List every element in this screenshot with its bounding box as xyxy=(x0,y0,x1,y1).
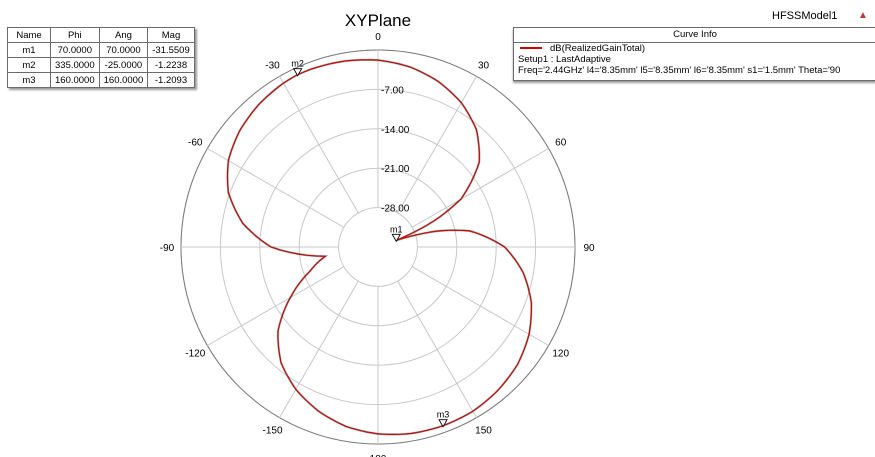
series-line xyxy=(226,59,532,435)
curve-info-setup: Setup1 : LastAdaptive xyxy=(518,54,611,65)
grid-spoke xyxy=(279,280,359,418)
marker-name-cell: m2 xyxy=(7,57,51,73)
radial-tick-label: -7.00 xyxy=(381,85,404,96)
marker-table-header: Phi xyxy=(50,27,100,43)
angle-tick-label: 120 xyxy=(552,349,569,360)
marker-label: m2 xyxy=(291,59,304,69)
grid-spoke xyxy=(411,148,549,228)
grid-spoke xyxy=(411,266,549,346)
marker-triangle xyxy=(438,419,448,428)
marker-ang-cell: 160.0000 xyxy=(98,72,149,88)
grid-ring xyxy=(338,207,418,287)
angle-tick-label: -30 xyxy=(265,60,280,71)
marker-phi-cell: 335.0000 xyxy=(50,57,100,73)
marker-table-header-row: Name Phi Ang Mag xyxy=(7,27,195,43)
hfss-logo-icon: ▲ xyxy=(858,10,868,21)
model-name: HFSSModel1 xyxy=(772,10,838,22)
angle-tick-label: -60 xyxy=(188,138,203,149)
angle-tick-label: 60 xyxy=(555,138,567,149)
legend-label: dB(RealizedGainTotal) xyxy=(550,43,646,54)
marker-ang-cell: -25.0000 xyxy=(98,57,149,73)
grid-spoke xyxy=(279,76,359,214)
polar-grid: 0 30 60 90 120 150 180 -150 -120 -90 -60 -30 -7.00 -1… xyxy=(160,32,595,457)
angle-tick-label: 180 xyxy=(370,454,387,457)
marker-table-header: Name xyxy=(7,27,51,43)
series-layer xyxy=(226,58,533,436)
radial-tick-label: -28.00 xyxy=(381,204,410,215)
marker-table-header: Ang xyxy=(98,27,149,43)
curve-info-panel: Curve Info dB(RealizedGainTotal) Setup1 … xyxy=(513,27,875,81)
angle-tick-label: 90 xyxy=(583,243,595,254)
marker-table-row: m3 160.0000 160.0000 -1.2093 xyxy=(7,72,195,88)
marker-label: m1 xyxy=(390,224,403,234)
angle-tick-label: -150 xyxy=(262,426,282,437)
grid-spoke xyxy=(397,76,477,214)
marker-triangle xyxy=(292,68,303,77)
grid-spoke xyxy=(207,266,345,346)
marker-ang-cell: 70.0000 xyxy=(98,42,149,58)
marker-phi-cell: 70.0000 xyxy=(50,42,100,58)
marker-triangle xyxy=(391,233,402,243)
marker-layer: m1 m2 m3 xyxy=(291,59,450,428)
grid-spoke xyxy=(397,280,477,418)
marker-table-row: m2 335.0000 -25.0000 -1.2238 xyxy=(7,57,195,73)
marker-mag-cell: -1.2093 xyxy=(147,72,195,88)
marker-name-cell: m1 xyxy=(7,42,51,58)
marker-table-header: Mag xyxy=(147,27,195,43)
marker-label: m3 xyxy=(437,410,450,420)
curve-info-header: Curve Info xyxy=(514,28,875,43)
marker-mag-cell: -1.2238 xyxy=(147,57,195,73)
angle-tick-label: 0 xyxy=(375,32,381,43)
marker-mag-cell: -31.5509 xyxy=(147,42,195,58)
angle-tick-label: 30 xyxy=(478,60,490,71)
angle-tick-label: 150 xyxy=(475,426,492,437)
marker-table-row: m1 70.0000 70.0000 -31.5509 xyxy=(7,42,195,58)
curve-info-legend-row: dB(RealizedGainTotal) xyxy=(514,43,875,54)
grid-spoke xyxy=(207,148,345,228)
marker-name-cell: m3 xyxy=(7,72,51,88)
marker-phi-cell: 160.0000 xyxy=(50,72,100,88)
marker-table: Name Phi Ang Mag m1 70.0000 70.0000 -31.… xyxy=(7,27,195,88)
radial-tick-label: -14.00 xyxy=(381,125,410,136)
angle-tick-label: -120 xyxy=(185,349,205,360)
legend-line-swatch xyxy=(520,47,542,50)
radial-tick-label: -21.00 xyxy=(381,164,410,175)
angle-tick-label: -90 xyxy=(160,243,175,254)
chart-title: XYPlane xyxy=(345,11,411,30)
curve-info-params: Freq='2.44GHz' l4='8.35mm' l5='8.35mm' l… xyxy=(518,65,841,76)
